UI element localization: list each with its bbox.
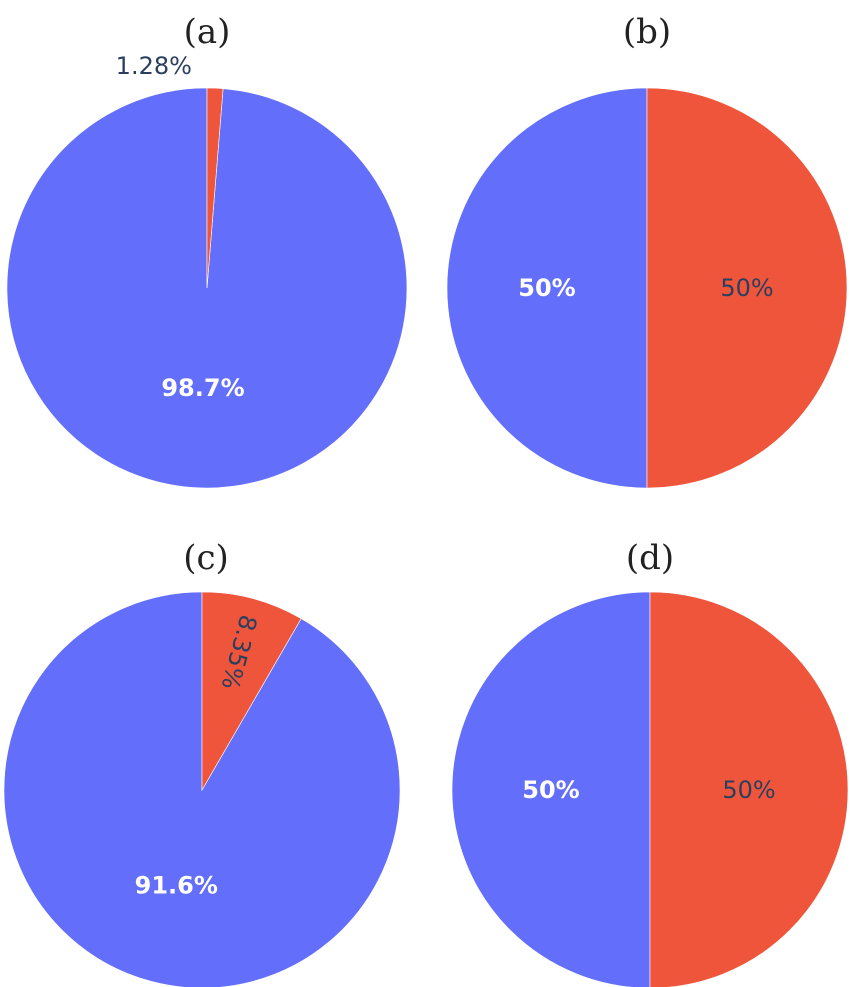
pie-panel-b: (b) 50% 50% bbox=[446, 12, 848, 489]
panel-label: (b) bbox=[623, 12, 671, 52]
pie-slice bbox=[446, 87, 648, 489]
slice-label: 50% bbox=[720, 274, 773, 302]
pie-slice bbox=[201, 591, 302, 792]
pie-panel-c: (c)91.6%8.35% bbox=[3, 538, 401, 987]
panel-label: (d) bbox=[626, 538, 674, 578]
slice-label: 50% bbox=[722, 776, 775, 804]
pie-panel-a: (a) 98.7% 1.28% bbox=[6, 12, 408, 489]
slice-label: 1.28% bbox=[116, 52, 192, 80]
pie-slice bbox=[206, 87, 224, 289]
pie-slice bbox=[451, 591, 651, 987]
panel-label: (c) bbox=[183, 538, 229, 578]
pie-panel-d: (d) 50% 50% bbox=[451, 538, 849, 987]
slice-label: 50% bbox=[522, 776, 579, 804]
slice-label: 98.7% bbox=[161, 374, 244, 402]
pie-slice bbox=[649, 591, 849, 987]
slice-label: 50% bbox=[518, 274, 575, 302]
pie-slice bbox=[646, 87, 848, 489]
panel-label: (a) bbox=[184, 12, 231, 52]
slice-label: 91.6% bbox=[135, 872, 218, 900]
pie-slice bbox=[3, 591, 401, 987]
